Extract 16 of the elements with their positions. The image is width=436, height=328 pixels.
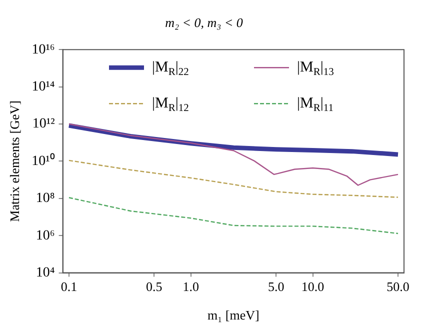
y-tick-label: 10¹⁴ — [32, 79, 55, 94]
chart-title: m₂ < 0, m₃ < 0 — [165, 15, 244, 30]
x-tick-label: 5.0 — [268, 279, 284, 294]
y-axis-title: Matrix elements [GeV] — [7, 100, 22, 222]
x-tick-label: 0.5 — [146, 279, 162, 294]
y-tick-label: 10¹⁶ — [32, 42, 55, 58]
y-tick-label: 10⁴ — [36, 265, 55, 280]
x-tick-label: 1.0 — [182, 279, 200, 294]
y-tick-label: 10⁸ — [36, 191, 55, 206]
y-tick-label: 10¹² — [32, 116, 55, 132]
x-tick-label: 0.1 — [60, 279, 78, 294]
x-axis-title: m₁ [meV] — [207, 308, 260, 323]
y-tick-label: 10⁶ — [36, 228, 55, 244]
x-tick-label: 10.0 — [301, 279, 324, 294]
x-tick-label: 50.0 — [386, 279, 410, 294]
y-tick-label: 10¹⁰ — [32, 152, 55, 169]
